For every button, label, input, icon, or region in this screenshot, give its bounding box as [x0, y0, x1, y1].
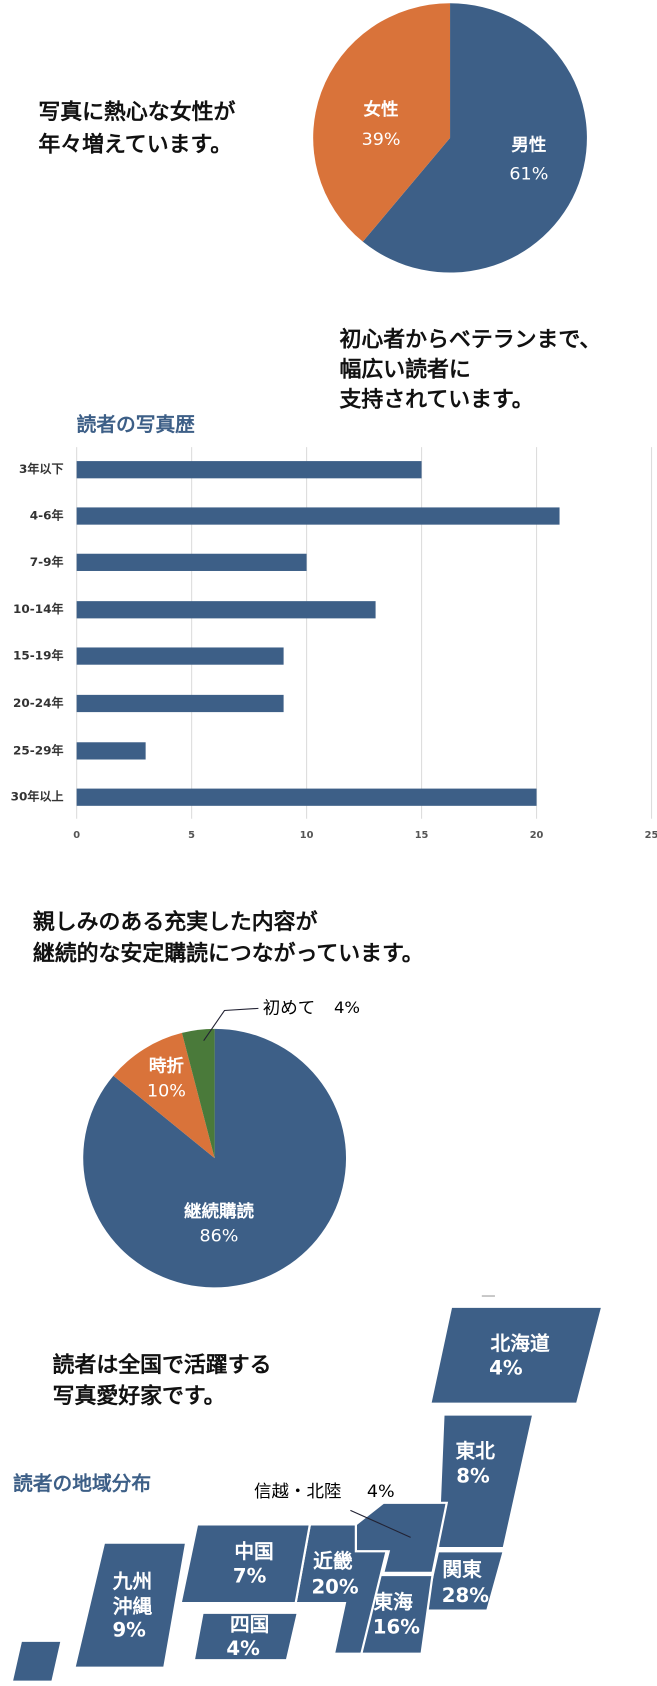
region-label: 沖縄 [113, 1595, 153, 1618]
region [294, 1523, 388, 1655]
slice-label: 時折 [149, 1056, 184, 1077]
okinawa-shape [13, 1641, 61, 1681]
bar [76, 694, 284, 713]
bar [76, 601, 376, 619]
region [179, 1523, 312, 1605]
y-tick-label: 4-6年 [30, 508, 64, 523]
chart-title: 読者の写真歴 [77, 413, 196, 436]
pie-slice [313, 3, 451, 242]
region-label: 関東 [442, 1558, 482, 1581]
region [73, 1541, 188, 1669]
x-tick-label: 5 [188, 830, 195, 841]
region-label: 中国 [234, 1540, 273, 1563]
annotation: 年々増えています。 [38, 132, 232, 158]
pie-slice [181, 1028, 215, 1159]
bar [76, 553, 307, 571]
annotation: 支持されています。 [339, 388, 533, 413]
leader-line [350, 1509, 411, 1538]
region [428, 1305, 604, 1405]
x-tick-label: 0 [73, 830, 80, 841]
callout-value: 4% [334, 998, 360, 1017]
callout-label: 初めて [263, 998, 316, 1018]
bar [76, 647, 284, 665]
pie-slice [83, 1028, 347, 1288]
annotation: 写真愛好家です。 [53, 1383, 226, 1409]
pie-slice [113, 1032, 215, 1159]
region-value: 8% [456, 1465, 489, 1488]
region-value: 4% [226, 1637, 259, 1660]
annotation: 読者は全国で活躍する [53, 1352, 272, 1378]
slice-value: 39% [362, 130, 401, 150]
annotation: 初心者からベテランまで、 [339, 327, 601, 353]
slice-value: 10% [147, 1081, 186, 1101]
bar [76, 742, 146, 760]
region-label: 東北 [456, 1440, 496, 1463]
region-value: 28% [442, 1584, 489, 1607]
annotation: 継続的な安定購読につながっています。 [33, 941, 424, 967]
x-tick-label: 10 [300, 830, 314, 841]
slice-label: 男性 [511, 135, 546, 156]
y-tick-label: 7-9年 [30, 554, 64, 569]
region-label: 九州 [112, 1570, 152, 1593]
slice-value: 61% [509, 165, 548, 185]
x-tick-label: 20 [530, 830, 544, 841]
slice-label: 継続購読 [184, 1201, 255, 1222]
y-tick-label: 25-29年 [13, 742, 64, 757]
y-tick-label: 10-14年 [13, 601, 64, 616]
bar [76, 461, 422, 479]
x-tick-label: 15 [415, 830, 429, 841]
region-value: 4% [367, 1482, 395, 1502]
bar [76, 507, 560, 525]
y-tick-label: 3年以下 [19, 461, 64, 476]
annotation: 写真に熱心な女性が [38, 99, 235, 125]
region [192, 1611, 300, 1662]
y-tick-label: 30年以上 [11, 789, 64, 804]
x-tick-label: 25 [645, 830, 657, 841]
annotation: 幅広い読者に [339, 357, 470, 383]
leader-line [203, 1007, 259, 1041]
region-label: 信越・北陸 [254, 1482, 342, 1502]
region-label: 近畿 [313, 1550, 353, 1573]
slice-label: 女性 [364, 99, 399, 120]
region-label: 東海 [373, 1591, 413, 1614]
region-value: 20% [311, 1576, 358, 1599]
y-tick-label: 20-24年 [13, 695, 64, 710]
region-value: 4% [489, 1357, 522, 1380]
annotation: 親しみのある充実した内容が [33, 909, 318, 935]
bar [76, 788, 537, 806]
region-value: 16% [373, 1615, 420, 1638]
region-label: 四国 [230, 1613, 269, 1636]
region-value: 7% [233, 1565, 266, 1588]
pie-slice [362, 3, 587, 273]
chart-title: 読者の地域分布 [13, 1472, 151, 1495]
y-tick-label: 15-19年 [13, 648, 64, 663]
region-value: 9% [112, 1619, 145, 1642]
slice-value: 86% [200, 1227, 239, 1247]
region-label: 北海道 [491, 1332, 551, 1355]
